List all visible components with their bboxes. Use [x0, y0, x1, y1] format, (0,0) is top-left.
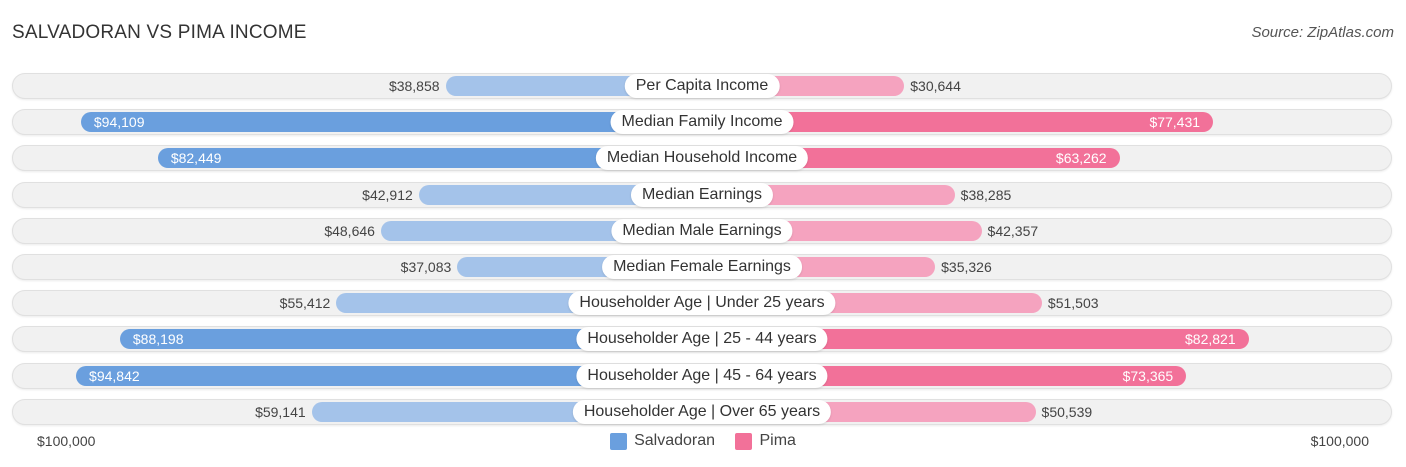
value-pima-median-female-earnings: $35,326 [941, 259, 992, 275]
category-label-median-earnings: Median Earnings [630, 182, 774, 207]
category-label-householder-age-under-25-years: Householder Age | Under 25 years [568, 291, 836, 316]
legend-label-pima: Pima [759, 432, 796, 449]
bar-salvadoran-householder-age-45-64-years[interactable] [76, 365, 702, 386]
bar-salvadoran-median-household-income[interactable] [157, 148, 702, 169]
value-pima-per-capita-income: $30,644 [910, 78, 961, 94]
legend-swatch-salvadoran [610, 432, 628, 450]
category-label-per-capita-income: Per Capita Income [624, 74, 780, 98]
bar-salvadoran-householder-age-25-44-years[interactable] [119, 329, 702, 350]
value-pima-median-earnings: $38,285 [960, 186, 1012, 203]
value-salvadoran-median-male-earnings: $48,646 [324, 222, 375, 239]
category-label-median-family-income: Median Family Income [610, 110, 794, 135]
category-label-median-household-income: Median Household Income [595, 146, 809, 171]
source-credit: Source: ZipAtlas.com [1251, 24, 1394, 41]
value-pima-median-family-income: $77,431 [1149, 114, 1201, 131]
value-salvadoran-median-earnings: $42,912 [362, 186, 413, 203]
category-label-householder-age-45-64-years: Householder Age | 45 - 64 years [576, 363, 828, 388]
bar-pima-householder-age-25-44-years[interactable] [702, 329, 1249, 350]
category-label-median-male-earnings: Median Male Earnings [611, 218, 793, 243]
category-label-householder-age-25-44-years: Householder Age | 25 - 44 years [576, 327, 828, 352]
axis-left-label: $100,000 [37, 433, 96, 449]
value-salvadoran-median-family-income: $94,109 [93, 114, 145, 131]
value-pima-householder-age-over-65-years: $50,539 [1041, 403, 1093, 420]
bar-pima-median-family-income[interactable] [702, 112, 1214, 133]
value-salvadoran-median-household-income: $82,449 [170, 150, 222, 167]
value-pima-householder-age-25-44-years: $82,821 [1185, 331, 1236, 348]
value-salvadoran-householder-age-45-64-years: $94,842 [89, 367, 140, 384]
category-label-median-female-earnings: Median Female Earnings [602, 255, 802, 279]
legend-item-salvadoran[interactable]: Salvadoran [610, 432, 715, 450]
legend-item-pima[interactable]: Pima [735, 432, 796, 450]
value-salvadoran-householder-age-over-65-years: $59,141 [255, 403, 306, 420]
chart-title: SALVADORAN VS PIMA INCOME [12, 22, 307, 43]
value-salvadoran-per-capita-income: $38,858 [388, 78, 440, 94]
value-pima-householder-age-under-25-years: $51,503 [1047, 295, 1099, 312]
legend-label-salvadoran: Salvadoran [634, 432, 716, 449]
bar-salvadoran-median-family-income[interactable] [80, 112, 702, 133]
legend: Salvadoran Pima [0, 432, 1406, 455]
legend-swatch-pima [735, 432, 753, 450]
value-salvadoran-householder-age-25-44-years: $88,198 [132, 331, 184, 348]
category-label-householder-age-over-65-years: Householder Age | Over 65 years [572, 399, 832, 424]
axis-right-label: $100,000 [1310, 433, 1369, 449]
value-pima-median-male-earnings: $42,357 [987, 222, 1039, 239]
value-pima-median-household-income: $63,262 [1055, 150, 1107, 167]
value-pima-householder-age-45-64-years: $73,365 [1122, 367, 1174, 384]
value-salvadoran-median-female-earnings: $37,083 [400, 259, 452, 275]
value-salvadoran-householder-age-under-25-years: $55,412 [279, 295, 331, 312]
